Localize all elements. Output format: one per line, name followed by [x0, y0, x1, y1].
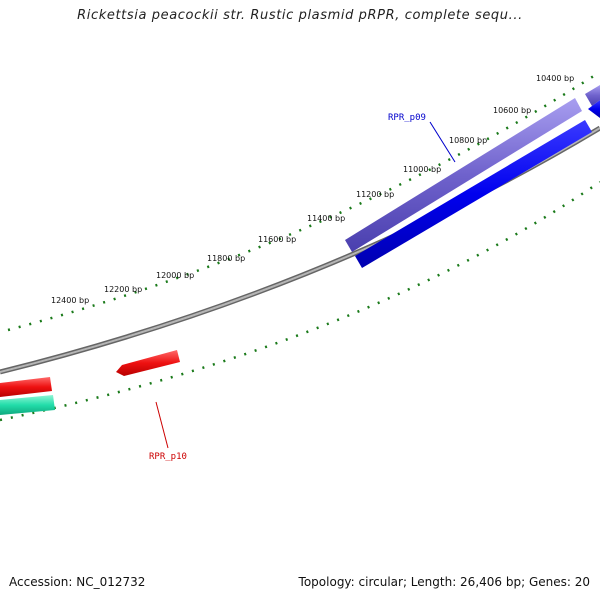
- red-feature-left: [0, 377, 52, 397]
- tick-label: 10400 bp: [536, 74, 574, 83]
- tick-label: 11800 bp: [207, 254, 245, 263]
- tick-label: 11000 bp: [403, 165, 441, 174]
- rpr-p10-leader: [155, 401, 169, 449]
- accession-label: Accession: NC_012732: [9, 575, 146, 589]
- teal-feature-left: [0, 395, 55, 415]
- gene-label-rpr-p10: RPR_p10: [149, 452, 187, 462]
- tick-label: 12000 bp: [156, 271, 194, 280]
- topology-info: Topology: circular; Length: 26,406 bp; G…: [298, 575, 590, 589]
- tick-label: 10600 bp: [493, 106, 531, 115]
- gene-rpr-p09: [355, 120, 592, 268]
- gene-rpr-p10: [116, 350, 180, 376]
- rpr-p09-leader: [429, 121, 456, 163]
- inner-tick-ring: [0, 180, 600, 422]
- tick-label: 12400 bp: [51, 296, 89, 305]
- gene-label-rpr-p09: RPR_p09: [388, 113, 426, 123]
- forward-feature-rpr-p09: [345, 98, 582, 252]
- tick-label: 11400 bp: [307, 214, 345, 223]
- tick-label: 11200 bp: [356, 190, 394, 199]
- tick-label: 10800 bp: [449, 136, 487, 145]
- map-title: Rickettsia peacockii str. Rustic plasmid…: [77, 8, 523, 23]
- tick-label: 11600 bp: [258, 235, 296, 244]
- tick-label: 12200 bp: [104, 285, 142, 294]
